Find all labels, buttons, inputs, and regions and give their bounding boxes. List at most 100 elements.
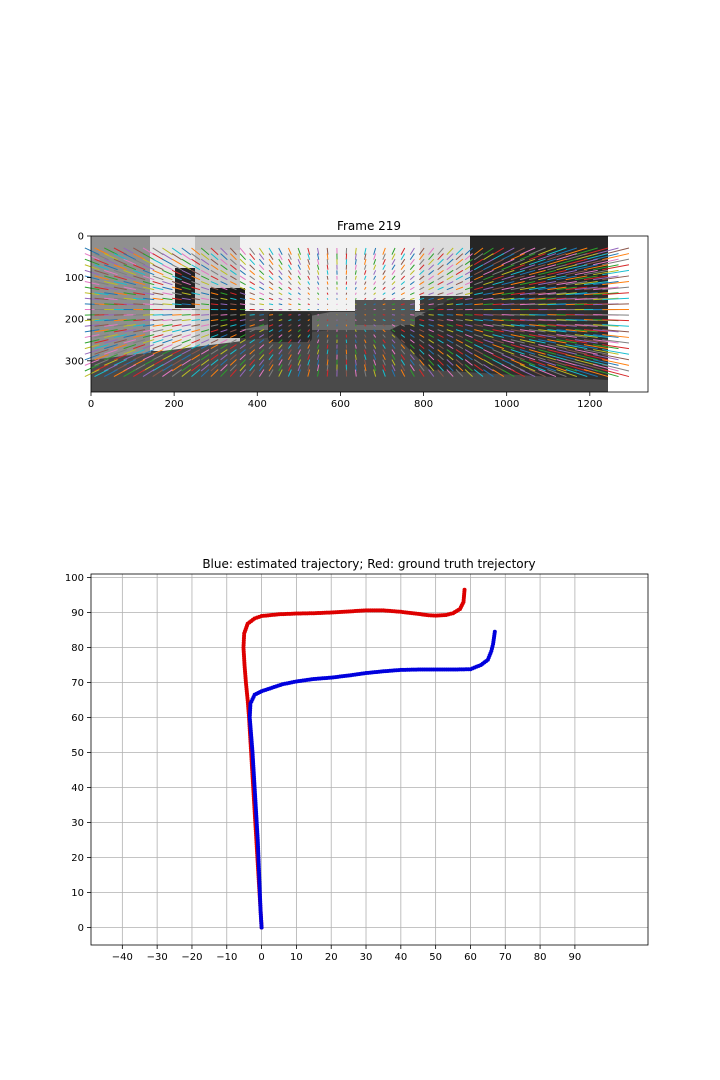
flow-vector bbox=[364, 281, 367, 285]
flow-vector bbox=[354, 247, 357, 255]
flow-vector bbox=[529, 324, 546, 327]
flow-vector bbox=[428, 275, 435, 281]
flow-vector bbox=[317, 324, 320, 327]
flow-vector bbox=[446, 319, 454, 322]
flow-vector bbox=[104, 349, 118, 355]
flow-vector bbox=[288, 281, 292, 286]
flow-vector bbox=[382, 344, 386, 349]
flow-vector bbox=[519, 349, 536, 355]
flow-vector bbox=[307, 354, 311, 360]
flow-vector bbox=[307, 364, 311, 372]
flow-vector bbox=[200, 269, 210, 276]
flow-vector bbox=[278, 329, 283, 333]
flow-vector bbox=[220, 247, 228, 256]
flow-vector bbox=[455, 344, 464, 350]
flow-vector bbox=[602, 303, 629, 306]
flow-vector bbox=[391, 359, 396, 366]
flow-vector bbox=[133, 303, 146, 306]
flow-vector bbox=[142, 354, 155, 361]
flow-vector bbox=[565, 354, 588, 361]
flow-vector bbox=[220, 269, 228, 276]
flow-vector bbox=[104, 269, 118, 276]
flow-vector bbox=[171, 359, 182, 366]
flow-vector bbox=[230, 334, 237, 338]
flow-vector bbox=[373, 324, 376, 327]
flow-vector bbox=[297, 275, 301, 280]
flow-vector bbox=[455, 264, 464, 271]
flow-vector bbox=[418, 369, 425, 377]
flow-vector bbox=[391, 349, 396, 355]
trajectory-x-tick-label: −10 bbox=[216, 952, 237, 963]
flow-vector bbox=[239, 339, 246, 344]
trajectory-x-tick-label: 60 bbox=[464, 952, 477, 963]
flow-vector bbox=[455, 292, 464, 296]
flow-vector bbox=[229, 359, 237, 366]
flow-vector bbox=[278, 359, 283, 366]
flow-vector bbox=[249, 247, 256, 256]
flow-vector bbox=[191, 292, 201, 296]
flow-vector bbox=[229, 354, 237, 361]
flow-vector bbox=[94, 264, 109, 271]
flow-vector bbox=[104, 297, 118, 301]
flow-vector bbox=[583, 258, 609, 266]
flow-vector bbox=[133, 297, 146, 301]
flow-vector bbox=[162, 303, 173, 306]
flow-vector bbox=[84, 364, 100, 372]
flow-vector bbox=[474, 292, 484, 296]
flow-vector bbox=[455, 354, 464, 361]
flow-vector bbox=[288, 275, 292, 280]
flow-vector bbox=[391, 354, 396, 361]
flow-vector bbox=[501, 275, 515, 281]
flow-vector bbox=[556, 349, 577, 355]
flow-vector bbox=[123, 264, 137, 271]
flow-vector bbox=[437, 297, 444, 301]
flow-vector bbox=[418, 359, 425, 366]
flow-vector bbox=[142, 264, 155, 271]
flow-vector bbox=[181, 253, 192, 261]
flow-vector bbox=[201, 286, 210, 291]
flow-vector bbox=[455, 334, 464, 338]
flow-vector bbox=[239, 258, 246, 266]
flow-vector bbox=[364, 275, 367, 280]
flow-vector bbox=[94, 258, 109, 266]
flow-vector bbox=[373, 258, 377, 265]
flow-vector bbox=[547, 286, 567, 291]
flow-vector bbox=[268, 344, 274, 349]
flow-vector bbox=[510, 359, 525, 366]
flow-vector bbox=[547, 334, 567, 338]
flow-vector bbox=[113, 339, 127, 344]
flow-vector bbox=[354, 292, 357, 295]
flow-vector bbox=[152, 324, 164, 327]
flow-vector bbox=[200, 281, 210, 286]
flow-vector bbox=[538, 344, 557, 350]
flow-vector bbox=[354, 270, 357, 275]
trajectory-y-tick-label: 60 bbox=[71, 713, 84, 724]
flow-vector bbox=[229, 247, 237, 256]
flow-vector bbox=[84, 329, 100, 333]
flow-vector bbox=[538, 292, 557, 296]
flow-vector bbox=[123, 329, 136, 333]
flow-vector bbox=[249, 354, 256, 361]
flow-vector bbox=[382, 258, 386, 265]
flow-vector bbox=[547, 329, 567, 333]
flow-vector bbox=[428, 281, 435, 286]
flow-vector bbox=[602, 349, 630, 355]
flow-vector bbox=[446, 344, 454, 350]
frame-y-tick-label: 0 bbox=[78, 232, 84, 243]
flow-vector bbox=[354, 324, 357, 327]
flow-vector bbox=[437, 258, 444, 266]
flow-vector bbox=[84, 247, 100, 256]
flow-vector bbox=[519, 281, 536, 286]
flow-vector bbox=[382, 281, 386, 285]
flow-vector bbox=[104, 253, 118, 261]
flow-vector bbox=[317, 349, 320, 355]
flow-vector bbox=[287, 247, 292, 255]
flow-vector bbox=[373, 264, 377, 270]
flow-vector bbox=[538, 359, 557, 366]
flow-vector bbox=[258, 253, 265, 261]
flow-vector bbox=[94, 369, 109, 378]
flow-vector bbox=[287, 369, 292, 377]
flow-vector bbox=[84, 334, 100, 338]
flow-vector bbox=[400, 286, 406, 291]
flow-vector bbox=[446, 258, 454, 266]
